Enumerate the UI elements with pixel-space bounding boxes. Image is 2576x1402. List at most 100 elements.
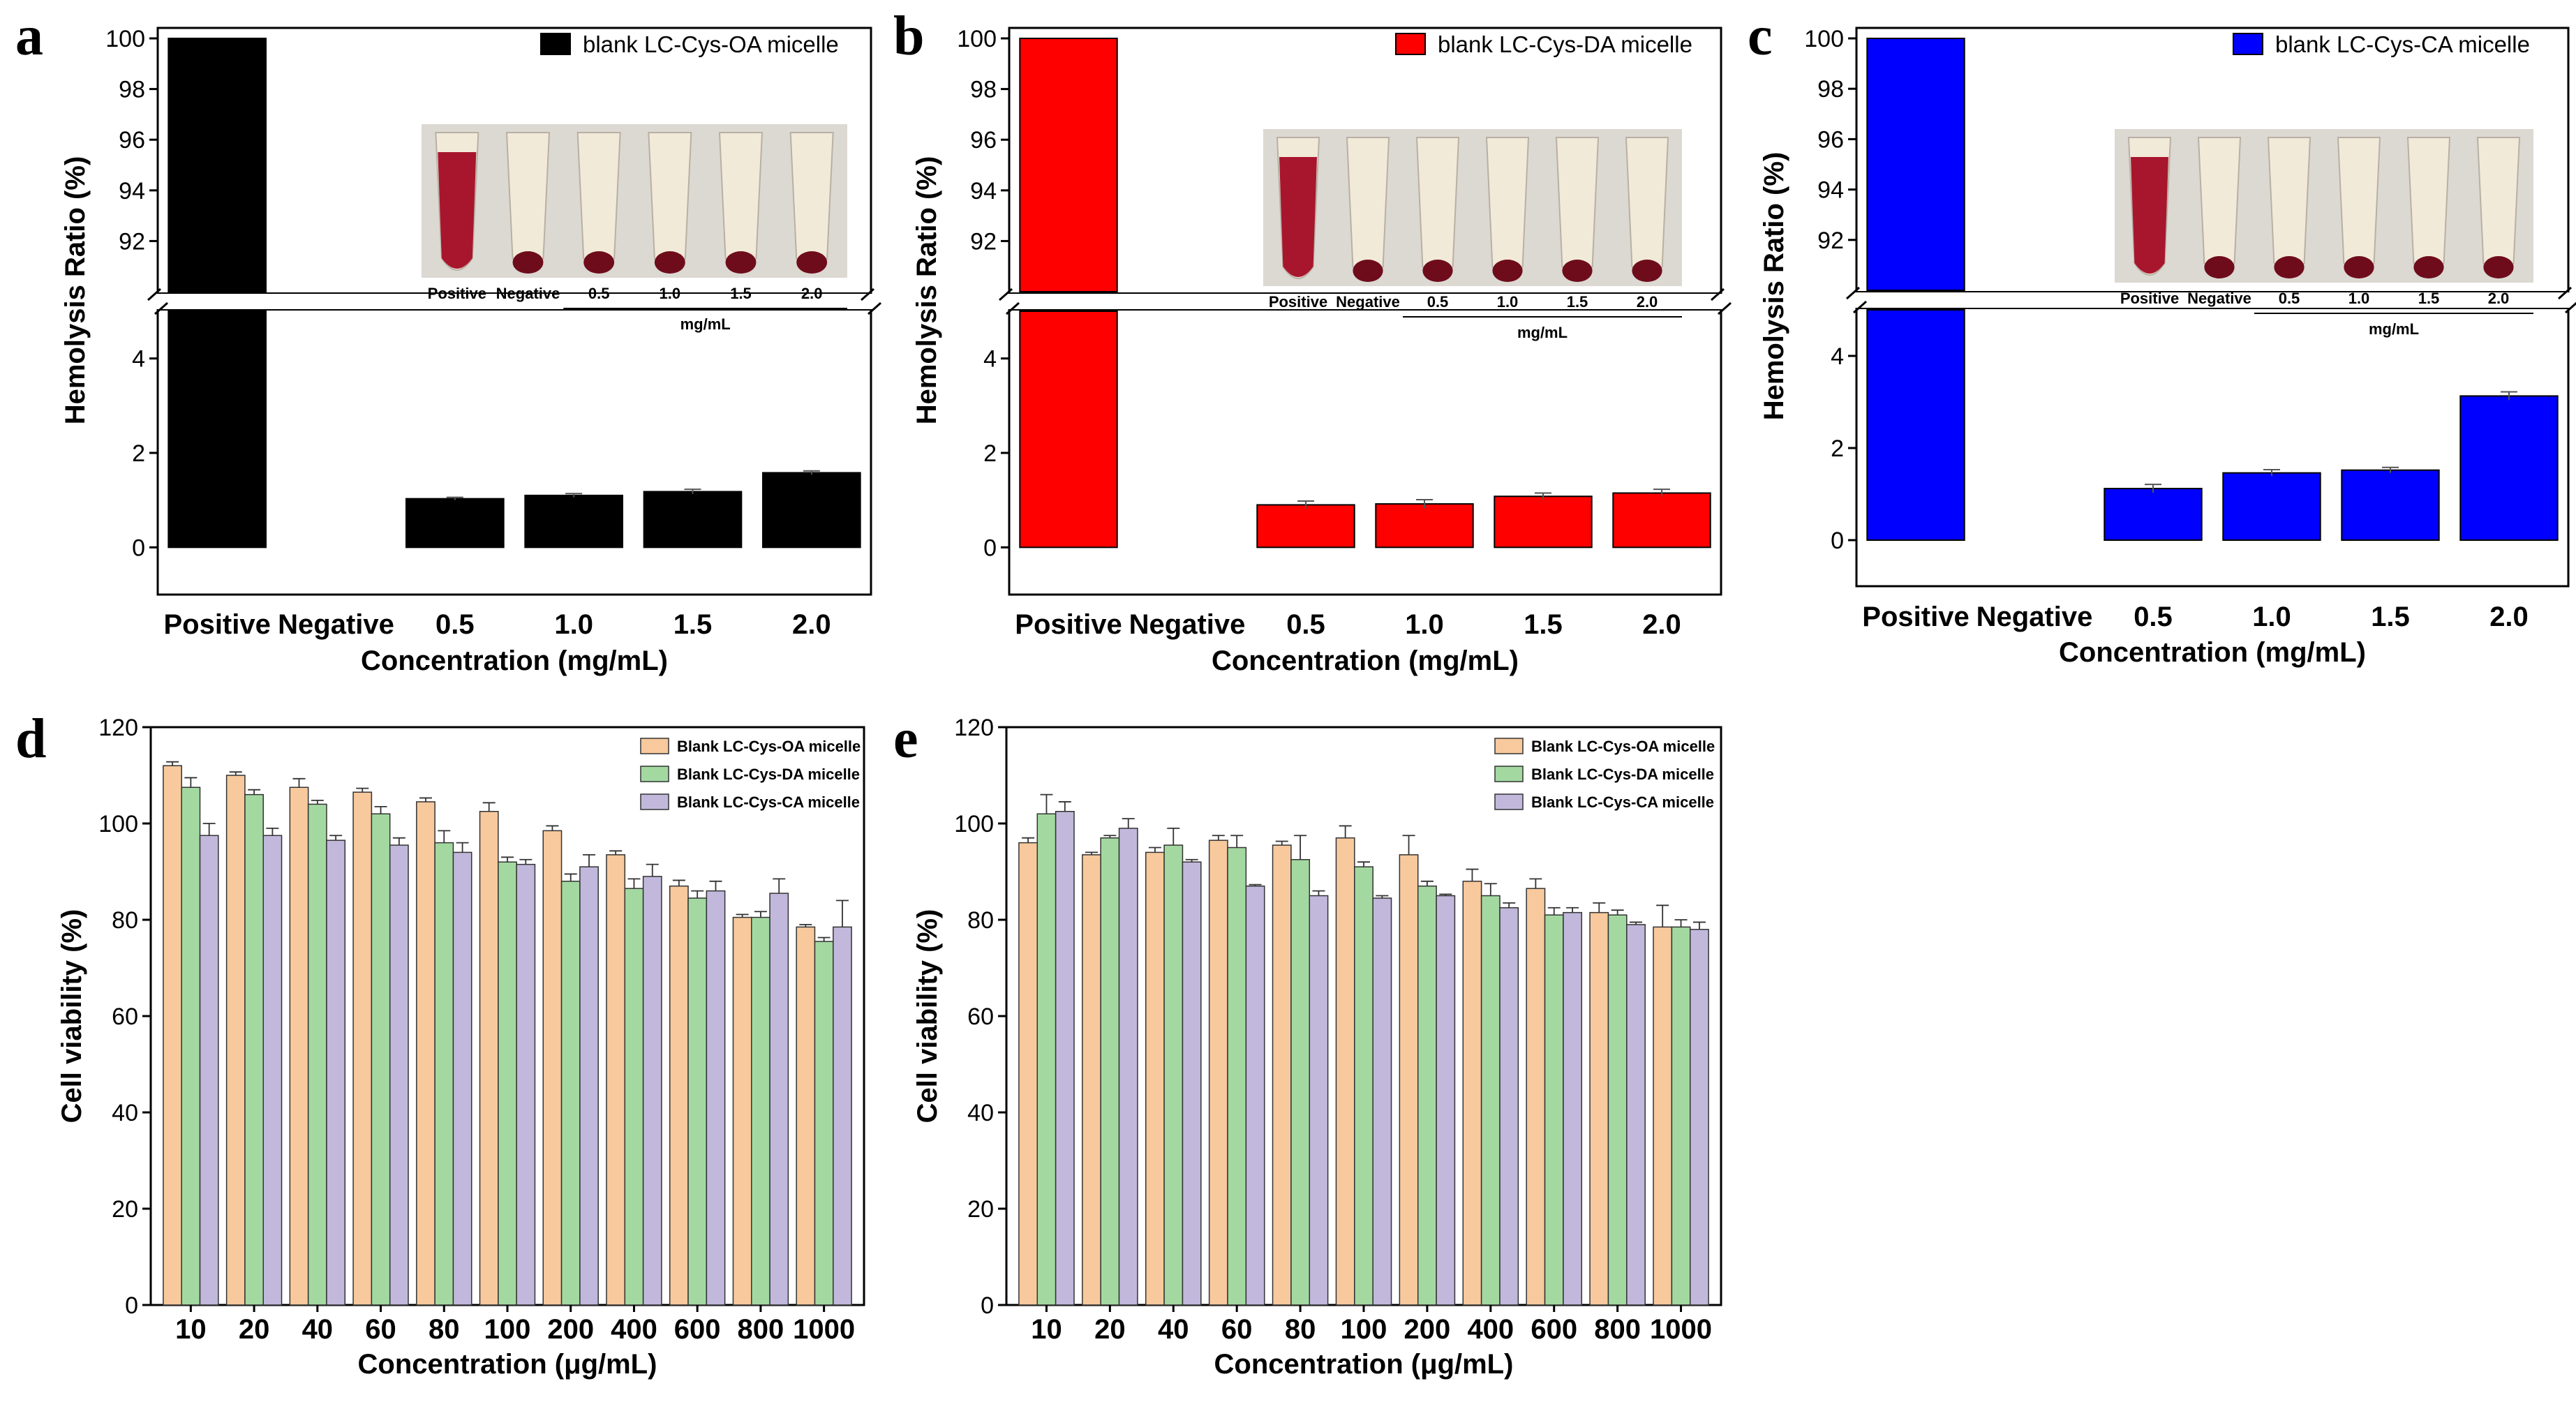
bar-20-s1 [1100,837,1120,1306]
x-tick-label: 0.5 [1286,609,1325,640]
break-mark [1006,301,1020,315]
bar-0.5 [1256,504,1355,549]
bar-1000-s0 [796,926,816,1306]
x-tick-label: Positive [1015,609,1122,640]
x-tick-label: 400 [611,1314,657,1345]
y-tick-label: 2 [983,440,997,467]
x-axis-label: Concentration (mg/mL) [2059,637,2366,668]
bar-100-s2 [1372,897,1392,1306]
y-tick-label: 100 [98,811,138,837]
bar-200-s2 [579,866,599,1306]
x-tick-label: 200 [547,1314,594,1345]
legend-swatch [1494,738,1524,754]
tube-pellet [1562,260,1593,282]
tube-pellet [1492,260,1523,282]
y-axis-label: Hemolysis Ratio (%) [60,156,91,425]
y-axis-label: Hemolysis Ratio (%) [1759,152,1789,421]
bar-600-s2 [706,890,726,1306]
y-tick-label: 0 [981,1292,994,1319]
x-tick-label: 1.0 [2252,602,2291,632]
legend-swatch [540,33,571,55]
tube-body [576,132,621,271]
x-tick-label: 800 [738,1314,784,1345]
inset-label: Positive [2120,290,2179,307]
bar-40-s2 [1182,861,1202,1306]
x-tick-label: 2.0 [792,609,831,640]
tube-pellet [2274,256,2305,278]
cell-viability-chart-d: 0 20 40 60 80 100 120 10 20 40 60 80 100 200 400 600 800… [57,715,865,1380]
panel-letter-d: d [15,708,47,770]
legend-label: Blank LC-Cys-DA micelle [677,766,860,783]
y-tick-label: 94 [970,178,997,204]
photo-background [2115,129,2533,283]
bar-200-s1 [560,881,581,1306]
legend-label: Blank LC-Cys-CA micelle [1531,793,1714,811]
bar-20-s0 [1082,854,1101,1306]
break-mark [2558,286,2572,300]
bar-200-s2 [1436,895,1456,1306]
tube-body [2267,137,2311,276]
tube [2127,137,2172,276]
inset-label: 1.0 [660,285,681,302]
tube [2406,137,2451,278]
tube [1415,137,1460,282]
y-tick-label: 0 [1831,528,1844,554]
bar-Positive-upper [1019,38,1118,292]
inset-label: Positive [1269,293,1327,311]
x-tick-label: 2.0 [1642,609,1681,640]
tube [2197,137,2242,278]
y-tick-label: 60 [112,1004,138,1030]
legend-label: Blank LC-Cys-OA micelle [1531,738,1715,755]
legend-label: Blank LC-Cys-DA micelle [1531,766,1714,783]
break-mark [2565,301,2576,314]
bar-20-s2 [262,835,283,1306]
tube-pellet [583,251,615,274]
bar-40-s0 [1145,851,1165,1306]
panel-letter-a: a [15,6,43,67]
bar-400-s1 [624,888,644,1306]
legend-swatch [1395,33,1426,55]
y-tick-label: 100 [954,811,994,837]
bar-40-s2 [326,840,346,1306]
break-mark [1853,300,1867,314]
legend-swatch [640,793,669,810]
bar-0.5 [405,498,505,549]
tube-body [2337,137,2381,276]
y-tick-label: 60 [967,1004,994,1030]
x-tick-label: Positive [163,609,270,640]
y-tick-label: 92 [119,228,145,255]
bar-100-s1 [1354,866,1373,1306]
bar-Positive-lower [167,311,267,549]
inset-label: 1.5 [1567,293,1588,311]
tube [576,132,621,274]
axis-break-gap [997,294,1734,309]
legend-label: Blank LC-Cys-OA micelle [677,738,861,755]
photo-background [1263,129,1682,286]
bar-Positive-upper [167,38,267,292]
y-tick-label: 92 [1817,228,1844,254]
photo-background [422,124,847,278]
x-tick-label: 100 [484,1314,531,1345]
bar-800-s1 [1607,914,1628,1306]
inset-unit: mg/mL [2369,320,2419,338]
y-tick-label: 2 [1831,435,1844,462]
panel-letter-b: b [893,6,925,67]
inset-label: 2.0 [2488,290,2510,307]
y-tick-label: 98 [1817,76,1844,103]
bar-800-s2 [769,893,789,1306]
y-tick-label: 96 [1817,126,1844,153]
x-tick-label: Negative [1976,602,2093,632]
tube [1625,137,1669,282]
bar-800-s2 [1626,924,1646,1306]
x-tick-label: 10 [175,1314,207,1345]
bar-600-s2 [1563,911,1583,1306]
inset-label: 1.5 [2418,290,2440,307]
bar-1.0 [1375,503,1474,549]
tube [1485,137,1530,282]
inset-label: 0.5 [588,285,610,302]
bar-400-s0 [1462,881,1482,1306]
bar-1000-s1 [814,941,834,1306]
y-axis-label: Hemolysis Ratio (%) [911,156,942,425]
